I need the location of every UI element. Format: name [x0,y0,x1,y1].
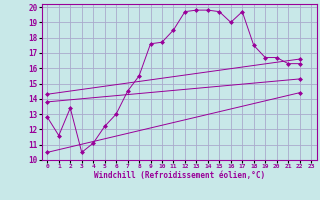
X-axis label: Windchill (Refroidissement éolien,°C): Windchill (Refroidissement éolien,°C) [94,171,265,180]
